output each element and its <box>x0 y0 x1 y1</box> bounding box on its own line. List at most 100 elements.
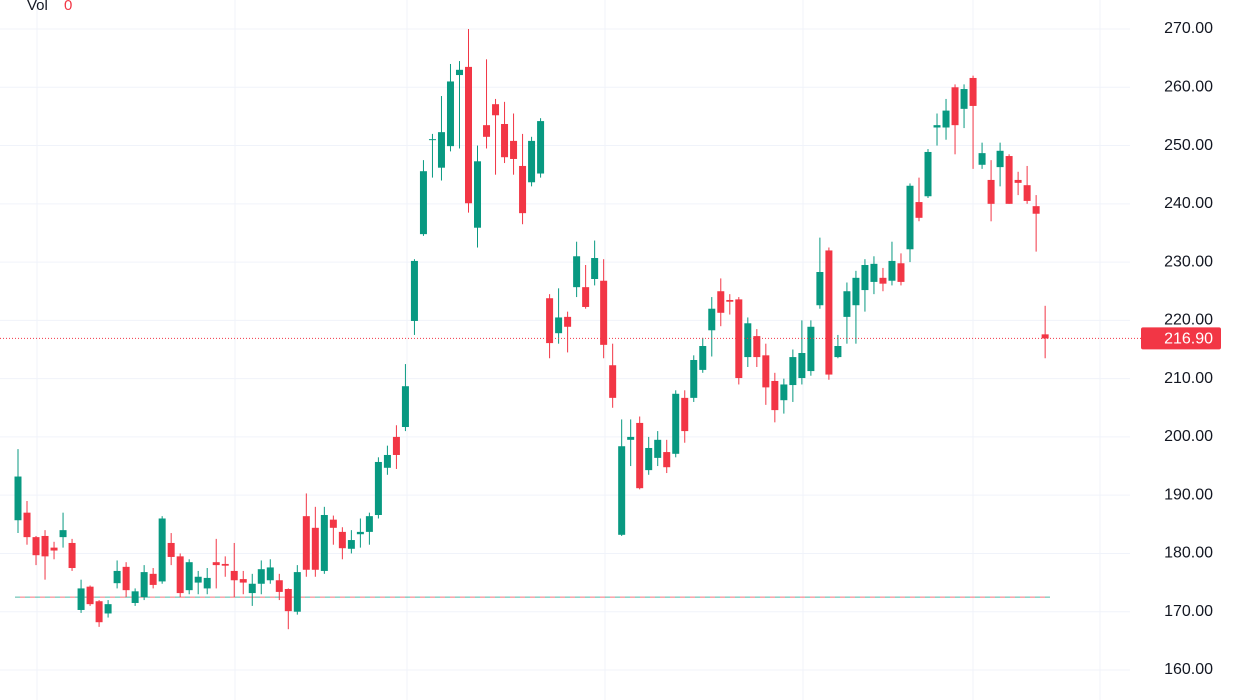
candle-body <box>239 579 247 583</box>
candle-body <box>618 446 626 535</box>
candle-body <box>627 436 635 440</box>
y-tick-label: 170.00 <box>1164 603 1213 620</box>
candle-body <box>528 140 536 183</box>
candle-body <box>284 588 292 612</box>
candle-body <box>825 250 833 375</box>
candle-body <box>275 580 283 592</box>
candle-body <box>573 256 581 288</box>
candle-body <box>681 397 689 432</box>
candle-body <box>699 346 707 370</box>
candle-body <box>654 439 662 458</box>
volume-label: Vol <box>27 0 48 14</box>
candle-body <box>771 380 779 411</box>
candle-body <box>465 66 472 204</box>
candle-body <box>248 583 256 594</box>
candle-body <box>483 125 491 137</box>
candle-body <box>338 531 346 549</box>
y-tick-label: 270.00 <box>1164 20 1213 37</box>
candle-body <box>852 277 860 306</box>
candle-body <box>86 586 94 605</box>
grid <box>0 28 1130 671</box>
candle-body <box>879 277 887 284</box>
volume-value: 0 <box>64 0 72 14</box>
last-price-tag <box>1141 327 1221 350</box>
candle-body <box>537 121 545 174</box>
y-axis: 160.00 170.00 180.00 190.00 200.00 210.00 220.… <box>1141 20 1221 678</box>
candle-body <box>834 346 842 358</box>
candle-body <box>302 516 310 570</box>
candle-body <box>978 153 986 165</box>
candle-body <box>474 161 482 228</box>
candle-body <box>257 569 265 584</box>
candle-body <box>77 588 85 610</box>
candle-body <box>446 81 454 147</box>
candle-body <box>546 298 554 344</box>
candle-body <box>789 357 797 386</box>
y-tick-label: 230.00 <box>1164 253 1213 270</box>
candle-body <box>933 125 941 128</box>
candle-body <box>329 519 337 528</box>
candle-body <box>419 171 427 235</box>
candle-body <box>41 535 49 557</box>
candle-body <box>798 353 806 379</box>
candle-body <box>68 542 76 569</box>
candle-body <box>987 179 995 204</box>
candle-body <box>555 317 563 334</box>
candle-body <box>401 386 409 428</box>
candle-body <box>564 316 572 327</box>
candle-body <box>149 573 157 585</box>
candle-body <box>365 516 373 532</box>
candle-body <box>347 540 355 549</box>
candle-body <box>455 69 463 76</box>
candle-body <box>374 461 382 515</box>
candle-body <box>212 562 220 566</box>
y-tick-label: 240.00 <box>1164 195 1213 212</box>
y-tick-label: 220.00 <box>1164 312 1213 329</box>
candle-body <box>1023 185 1031 201</box>
candle-body <box>708 308 716 331</box>
candle-body <box>32 537 40 556</box>
candle-body <box>221 563 229 566</box>
candle-body <box>969 77 977 106</box>
candle-body <box>158 518 166 582</box>
candle-body <box>888 260 896 281</box>
candle-body <box>194 576 202 583</box>
candle-body <box>14 476 22 521</box>
y-tick-label: 190.00 <box>1164 486 1213 503</box>
candle-body <box>266 567 274 581</box>
y-tick-label: 250.00 <box>1164 137 1213 154</box>
candle-body <box>753 336 761 358</box>
candle-body <box>167 542 175 557</box>
candle-body <box>672 393 680 454</box>
candle-body <box>996 150 1004 168</box>
y-tick-label: 210.00 <box>1164 370 1213 387</box>
candle-body <box>843 291 851 317</box>
candle-body <box>915 202 923 218</box>
candle-body <box>203 577 211 589</box>
candle-body <box>1032 206 1040 214</box>
candle-body <box>492 104 500 116</box>
candle-body <box>230 570 238 581</box>
candle-body <box>131 591 139 603</box>
candle-body <box>600 280 608 345</box>
candle-body <box>437 132 445 168</box>
candle-body <box>897 263 905 282</box>
candle-body <box>59 530 67 538</box>
y-tick-label: 260.00 <box>1164 79 1213 96</box>
candle-body <box>519 165 527 214</box>
candle-body <box>185 562 193 591</box>
candle-body <box>762 355 770 388</box>
candle-body <box>744 323 752 358</box>
candle-body <box>870 263 878 282</box>
candle-body <box>942 110 950 128</box>
candle-body <box>780 384 788 401</box>
candle-body <box>960 89 968 109</box>
y-tick-label: 160.00 <box>1164 661 1213 678</box>
candle-body <box>410 260 418 321</box>
candle-body <box>816 272 824 306</box>
candle-body <box>140 572 148 598</box>
candle-body <box>582 287 590 307</box>
last-price-label: 216.90 <box>1164 331 1213 348</box>
candle-body <box>104 604 112 614</box>
